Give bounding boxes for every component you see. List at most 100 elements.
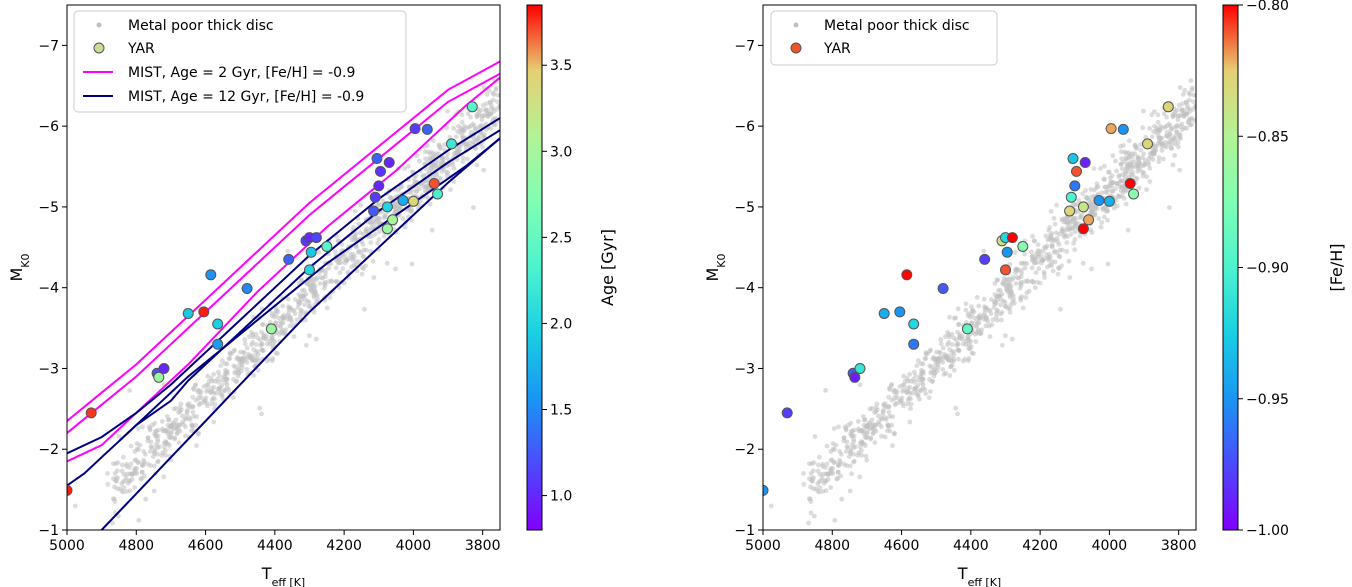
yar-point [1093,195,1105,206]
thick-disc-point [981,296,987,302]
colorbar-tick-label: −1.00 [1246,523,1289,539]
thick-disc-point [209,397,215,403]
thick-disc-point [276,331,282,337]
thick-disc-point [438,144,443,150]
thick-disc-point [495,99,500,104]
thick-disc-point [1138,147,1143,153]
thick-disc-point [1014,266,1020,272]
thick-disc-point [1032,285,1038,290]
thick-disc-point [414,153,420,159]
thick-disc-point [948,364,954,369]
y-tick-label: −5 [38,200,59,216]
thick-disc-point [260,322,266,327]
thick-disc-point [121,454,126,460]
thick-disc-point [1099,190,1105,196]
thick-disc-point [1186,118,1191,124]
thick-disc-point [423,156,428,162]
yar-point [1117,123,1129,135]
thick-disc-point [211,372,217,377]
thick-disc-point [311,292,317,298]
thick-disc-point [925,351,930,356]
thick-disc-point [1178,124,1184,130]
thick-disc-point [393,266,398,272]
thick-disc-point [816,489,822,495]
thick-disc-point [276,315,282,321]
thick-disc-point [351,225,357,230]
thick-disc-point [471,205,476,211]
thick-disc-point [891,431,897,437]
thick-disc-point [491,122,497,128]
yar-point [878,308,890,319]
yar-point [1077,223,1089,235]
thick-disc-point [273,308,279,314]
thick-disc-point [1169,141,1175,146]
thick-disc-point [161,474,167,480]
thick-disc-point [801,481,807,487]
thick-disc-point [1123,156,1129,162]
thick-disc-point [176,440,182,445]
thick-disc-point [372,232,378,237]
legend-marker-yar [790,42,802,54]
x-tick-label: 4600 [884,538,920,554]
thick-disc-point [945,353,951,358]
legend-entry: Metal poor thick disc [128,18,274,34]
x-tick-label: 3800 [1161,538,1197,554]
thick-disc-point [129,476,135,482]
thick-disc-point [501,107,506,112]
thick-disc-point [992,281,998,286]
yar-point [381,223,393,235]
yar-point [908,318,920,330]
thick-disc-point [986,308,991,313]
thick-disc-point [1125,150,1131,155]
thick-disc-point [1105,217,1110,223]
thick-disc-point [923,391,929,396]
thick-disc-point [819,475,825,481]
thick-disc-point [254,342,259,347]
thick-disc-point [907,384,913,390]
thick-disc-point [224,385,230,391]
colorbar-feh [1222,4,1239,531]
thick-disc-point [183,433,188,439]
thick-disc-point [1187,122,1193,128]
thick-disc-point [135,426,141,431]
thick-disc-point [1144,187,1149,193]
thick-disc-point [1029,279,1035,284]
thick-disc-point [1096,216,1102,221]
thick-disc-point [1112,186,1118,192]
thick-disc-point [351,262,357,268]
thick-disc-point [926,395,932,401]
thick-disc-point [370,258,376,264]
thick-disc-point [852,427,857,433]
thick-disc-point [294,317,300,323]
isochrone-track [67,117,500,455]
thick-disc-point [162,444,167,450]
thick-disc-point [179,413,185,419]
yar-point [1105,123,1117,135]
thick-disc-point [1134,176,1140,182]
yar-point [908,338,920,350]
yar-point [409,123,421,135]
thick-disc-point [324,305,330,311]
thick-disc-point [488,125,493,131]
thick-disc-point [362,306,367,312]
thick-disc-point [1176,102,1182,108]
thick-disc-point [990,317,996,323]
thick-disc-point [1193,103,1196,108]
thick-disc-point [460,159,466,165]
thick-disc-point [1010,299,1015,304]
yar-point [1077,201,1089,213]
thick-disc-point [1034,279,1040,285]
thick-disc-point [856,428,862,434]
thick-disc-point [1009,336,1015,342]
thick-disc-point [230,395,236,401]
thick-disc-point [1104,189,1110,195]
thick-disc-point [1012,250,1018,255]
x-tick-label: 3800 [465,538,501,554]
thick-disc-point [1195,103,1196,106]
thick-disc-point [1022,260,1028,266]
thick-disc-point [811,513,817,519]
thick-disc-point [322,282,328,288]
thick-disc-point [815,481,821,487]
thick-disc-point [849,471,854,477]
yar-points-right [763,101,1174,496]
